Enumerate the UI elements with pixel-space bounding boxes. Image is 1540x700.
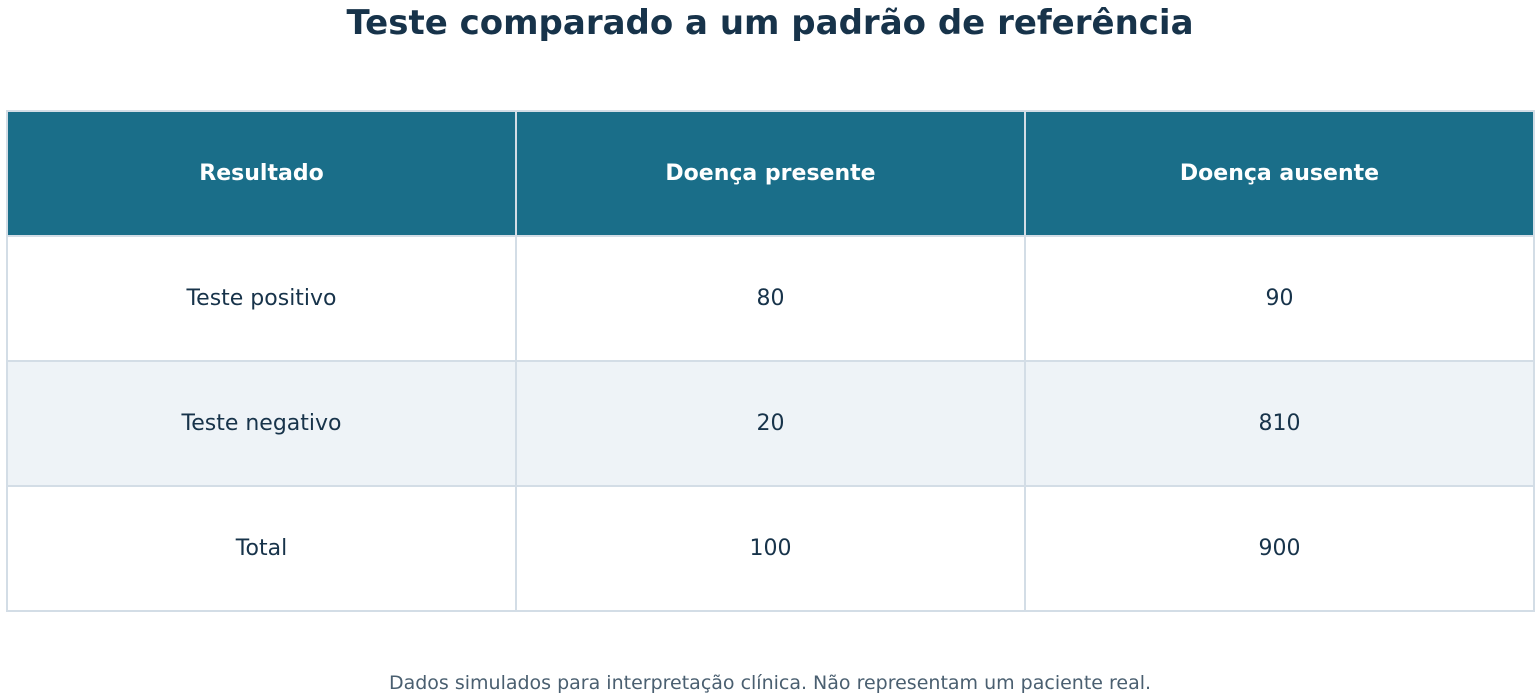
- row-label: Total: [6, 485, 517, 612]
- row-label: Teste negativo: [6, 360, 517, 487]
- table-row: Teste negativo 20 810: [6, 360, 1535, 487]
- cell: 810: [1024, 360, 1535, 487]
- cell: 90: [1024, 235, 1535, 362]
- table-row: Total 100 900: [6, 485, 1535, 612]
- table-row: Teste positivo 80 90: [6, 235, 1535, 362]
- header-cell: Doença ausente: [1024, 110, 1535, 237]
- footnote: Dados simulados para interpretação clíni…: [388, 672, 1152, 694]
- table: Resultado Doença presente Doença ausente T…: [6, 110, 1535, 612]
- cell: 100: [515, 485, 1026, 612]
- cell: 80: [515, 235, 1026, 362]
- header-cell: Doença presente: [515, 110, 1026, 237]
- cell: 20: [515, 360, 1026, 487]
- cell: 900: [1024, 485, 1535, 612]
- header-cell: Resultado: [6, 110, 517, 237]
- table-body: Teste positivo 80 90 Teste negativo 20 810 Tot…: [6, 235, 1535, 612]
- header-row: Resultado Doença presente Doença ausente: [6, 110, 1535, 237]
- title: Teste comparado a um padrão de referênci…: [346, 3, 1194, 43]
- row-label: Teste positivo: [6, 235, 517, 362]
